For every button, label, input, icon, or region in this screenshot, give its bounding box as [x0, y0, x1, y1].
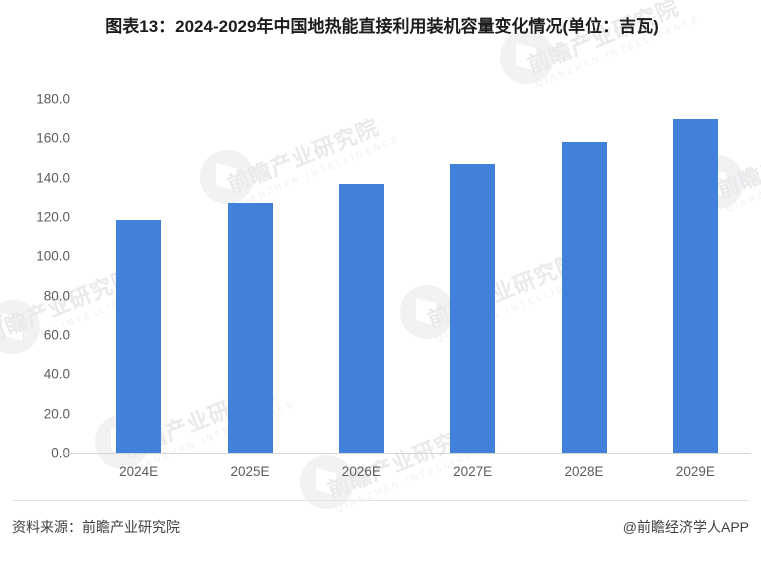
bar[interactable]	[450, 163, 496, 453]
y-axis-tick-label: 140.0	[36, 170, 70, 186]
y-axis-tick-label: 120.0	[36, 209, 70, 225]
x-axis-tick-labels: 2024E 2025E 2026E 2027E 2028E 2029E	[83, 464, 751, 488]
x-axis-tick-label: 2028E	[564, 464, 604, 479]
brand-label: @前瞻经济学人APP	[622, 519, 749, 535]
x-axis-line	[62, 453, 751, 454]
bar[interactable]	[561, 142, 607, 453]
x-axis-tick-label: 2029E	[675, 464, 715, 479]
y-axis-tick-label: 20.0	[43, 406, 70, 422]
y-axis-tick-label: 100.0	[36, 248, 70, 264]
y-axis-tick-label: 160.0	[36, 130, 70, 146]
bar[interactable]	[672, 118, 718, 453]
bar-slot	[672, 99, 718, 453]
source-label: 资料来源：前瞻产业研究院	[12, 519, 180, 535]
x-axis-tick-label: 2024E	[119, 464, 159, 479]
y-axis-tick-label: 60.0	[43, 327, 70, 343]
bar[interactable]	[116, 219, 162, 453]
y-axis-tick-labels: 0.0 20.0 40.0 60.0 80.0 100.0 120.0 140.0 160.0 1…	[0, 88, 76, 468]
chart-footer: 资料来源：前瞻产业研究院 @前瞻经济学人APP	[12, 512, 749, 542]
chart-title: 图表13：2024-2029年中国地热能直接利用装机容量变化情况(单位：吉瓦)	[105, 17, 659, 36]
bar-slot	[338, 99, 384, 453]
bar-slot	[116, 99, 162, 453]
footer-divider	[12, 500, 749, 501]
y-axis-tick-label: 80.0	[43, 288, 70, 304]
bar-slot	[561, 99, 607, 453]
x-axis-tick-label: 2026E	[341, 464, 381, 479]
x-axis-tick-label: 2025E	[230, 464, 270, 479]
y-axis-tick-label: 40.0	[43, 366, 70, 382]
bar[interactable]	[338, 183, 384, 453]
bar-series	[83, 99, 751, 453]
bar[interactable]	[227, 203, 273, 453]
bar-slot	[450, 99, 496, 453]
y-axis-tick-label: 180.0	[36, 91, 70, 107]
x-axis-tick-label: 2027E	[453, 464, 493, 479]
y-axis-tick-label: 0.0	[51, 445, 70, 461]
bar-slot	[227, 99, 273, 453]
